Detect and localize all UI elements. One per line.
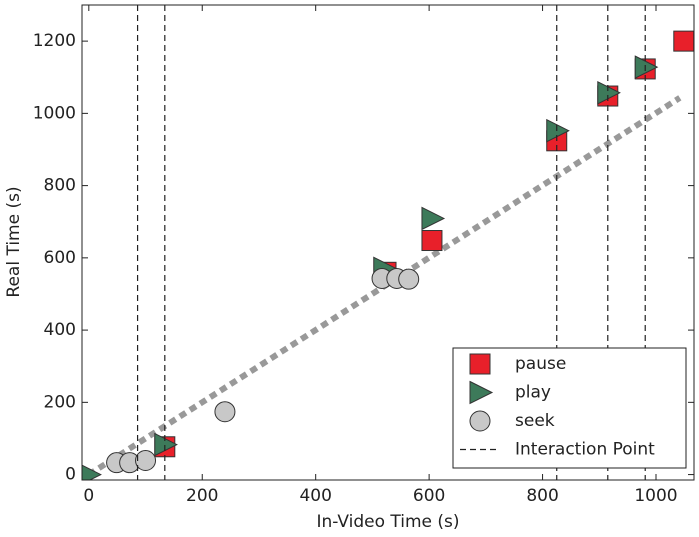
plot-frame [81,4,695,481]
legend-box [452,347,687,469]
x-tick-label: 600 [413,486,445,506]
y-axis-label: Real Time (s) [4,186,24,297]
y-tick-label: 800 [44,176,76,196]
legend-label: Interaction Point [515,440,655,460]
x-tick-label: 200 [186,486,218,506]
play-marker [421,206,446,231]
x-tick-label: 0 [83,486,94,506]
legend: pause play seek Interaction Point [452,347,687,469]
seek-marker [135,449,157,471]
y-tick-label: 400 [44,320,76,340]
x-tick-label: 800 [526,486,558,506]
pause-marker [673,30,694,52]
y-tick-label: 600 [44,248,76,268]
y-tick-label: 1000 [33,103,76,123]
play-marker [82,464,102,480]
x-tick-label: 400 [299,486,331,506]
y-tick-label: 1200 [33,31,76,51]
y-tick-label: 200 [44,392,76,412]
y-tick-label: 0 [65,465,76,485]
x-tick-label: 1000 [634,486,677,506]
x-axis-label: In-Video Time (s) [316,512,459,532]
pause-marker [469,353,491,375]
legend-label: play [515,383,551,403]
pause-marker [421,230,443,252]
seek-marker [214,401,236,423]
play-marker [469,380,494,405]
legend-label: seek [515,411,555,431]
seek-marker [398,268,420,290]
play-marker [597,80,621,105]
seek-marker [469,410,491,432]
play-marker [154,432,178,457]
play-marker [546,118,570,143]
play-marker [634,55,659,79]
legend-label: pause [515,354,566,374]
